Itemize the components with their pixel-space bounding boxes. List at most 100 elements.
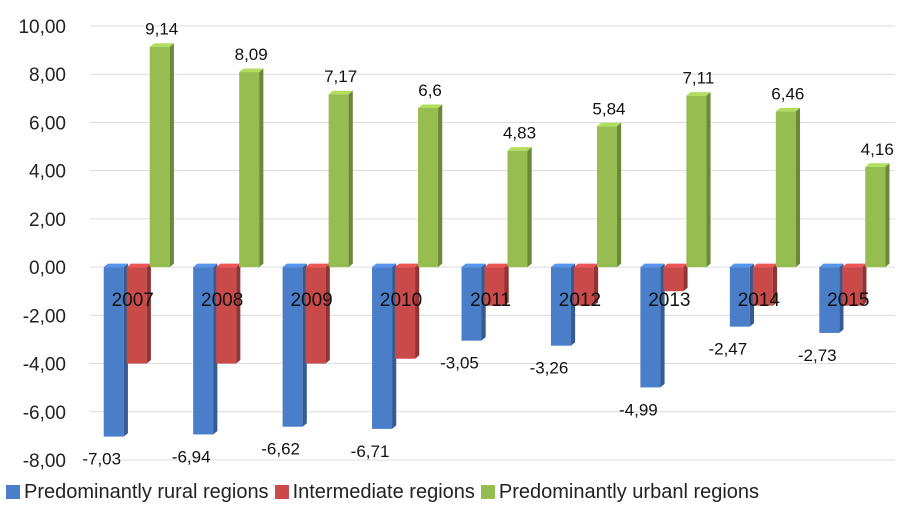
- data-labels: 9,14 -7,03 8,09 -6,94 7,17 -6,62 6,6 -6,71 4,83 -…: [82, 20, 893, 469]
- bar-intermediate-face: [216, 267, 237, 364]
- data-label-rural: -2,73: [798, 346, 837, 365]
- bar-urban: [775, 107, 801, 268]
- bar-urban: [328, 90, 353, 268]
- category-label: 2014: [738, 290, 781, 311]
- bar-urban-side: [706, 92, 711, 268]
- data-label-rural: -7,03: [82, 450, 121, 469]
- y-tick-label: -2,00: [23, 306, 66, 327]
- bar-rural-top: [729, 263, 755, 268]
- bar-urban-top: [328, 90, 353, 95]
- bar-urban-face: [239, 72, 260, 268]
- y-axis: 10,00 8,00 6,00 4,00 2,00 0,00 -2,00 -4,00 -6,00…: [18, 17, 66, 472]
- legend-item-intermediate: Intermediate regions: [274, 481, 475, 504]
- bar-rural-top: [819, 263, 844, 268]
- category-label: 2010: [380, 290, 422, 311]
- data-label-rural: -2,47: [708, 340, 747, 359]
- data-label-rural: -6,62: [261, 440, 300, 459]
- bar-intermediate-side: [862, 263, 867, 306]
- legend: Predominantly rural regions Intermediate…: [6, 478, 765, 506]
- category-label: 2013: [648, 290, 690, 311]
- bar-intermediate-top: [663, 263, 688, 268]
- bar-urban-face: [775, 111, 796, 268]
- legend-label-rural: Predominantly rural regions: [24, 480, 269, 503]
- bar-intermediate: [573, 263, 599, 306]
- bar-rural-face: [193, 267, 214, 435]
- bar-urban-face: [418, 107, 439, 268]
- bar-rural-top: [461, 263, 486, 268]
- bar-urban-top: [239, 68, 264, 73]
- bar-urban-face: [149, 46, 170, 268]
- data-label-rural: -4,99: [619, 400, 658, 419]
- bar-rural-top: [640, 263, 665, 268]
- bar-intermediate-side: [504, 263, 509, 306]
- data-label-urban: 6,46: [771, 84, 804, 103]
- bar-urban-face: [865, 166, 886, 268]
- bar-urban-side: [527, 147, 532, 268]
- bar-intermediate-side: [683, 263, 688, 292]
- bar-rural-face: [640, 267, 661, 388]
- bar-rural-top: [103, 263, 128, 268]
- bar-urban-top: [686, 92, 711, 96]
- bar-urban-top: [418, 104, 443, 108]
- category-label: 2008: [201, 290, 243, 311]
- bar-rural-face: [103, 267, 124, 437]
- data-label-urban: 4,83: [503, 124, 536, 143]
- bar-urban-top: [507, 147, 532, 151]
- legend-item-urban: Predominantly urbanl regions: [480, 480, 760, 504]
- bar-urban-side: [348, 90, 353, 268]
- data-label-rural: -3,05: [440, 354, 479, 373]
- bar-intermediate-top: [484, 263, 509, 268]
- bar-urban-top: [865, 163, 890, 167]
- bar-intermediate-face: [395, 267, 416, 359]
- legend-item-rural: Predominantly rural regions: [6, 481, 269, 504]
- bar-intermediate: [395, 263, 420, 359]
- bar-urban: [239, 68, 264, 268]
- bar-urban-side: [885, 163, 890, 268]
- legend-swatch-rural: [6, 485, 20, 499]
- bar-intermediate: [752, 263, 778, 306]
- y-tick-label: -8,00: [23, 451, 66, 472]
- bar-rural-face: [461, 267, 482, 341]
- bar-intermediate-top: [395, 263, 420, 268]
- data-label-urban: 5,84: [592, 99, 625, 118]
- bar-rural: [372, 263, 397, 429]
- bar-rural-top: [193, 263, 218, 268]
- y-tick-label: 4,00: [29, 162, 66, 183]
- bar-intermediate: [216, 263, 241, 364]
- legend-swatch-urban: [480, 485, 495, 499]
- bar-urban: [418, 104, 443, 268]
- chart-area: 10,00 8,00 6,00 4,00 2,00 0,00 -2,00 -4,00 -6,00…: [18, 17, 895, 472]
- legend-label-urban: Predominantly urbanl regions: [498, 480, 760, 503]
- bar-rural-face: [282, 267, 303, 427]
- y-tick-label: 10,00: [18, 17, 66, 38]
- bar-urban: [686, 92, 711, 268]
- bar-urban-face: [596, 126, 617, 268]
- bar-urban-side: [169, 43, 174, 268]
- bar-rural-face: [819, 267, 840, 333]
- y-tick-label: 8,00: [29, 65, 66, 86]
- bars: [103, 43, 890, 437]
- data-label-rural: -3,26: [530, 359, 569, 378]
- bar-intermediate-face: [305, 267, 326, 364]
- data-label-urban: 8,09: [235, 45, 268, 64]
- category-label: 2007: [112, 290, 154, 311]
- bar-urban-side: [795, 107, 801, 268]
- bar-intermediate: [305, 263, 330, 364]
- bar-intermediate-top: [216, 263, 241, 268]
- category-label: 2011: [470, 290, 511, 311]
- data-label-urban: 6,6: [418, 81, 442, 100]
- bar-urban: [596, 122, 622, 268]
- bar-intermediate: [842, 263, 867, 306]
- data-label-urban: 7,11: [682, 69, 714, 88]
- bar-intermediate-side: [593, 263, 599, 306]
- bar-intermediate-top: [752, 263, 778, 268]
- bar-intermediate-top: [573, 263, 599, 268]
- bar-rural-top: [372, 263, 397, 268]
- bar-rural-top: [550, 263, 576, 268]
- bar-urban: [149, 43, 174, 268]
- bar-intermediate-face: [484, 267, 505, 306]
- category-label: 2015: [827, 290, 869, 311]
- bar-rural-top: [282, 263, 307, 268]
- bar-urban-face: [328, 94, 349, 268]
- bar-intermediate-side: [325, 263, 330, 364]
